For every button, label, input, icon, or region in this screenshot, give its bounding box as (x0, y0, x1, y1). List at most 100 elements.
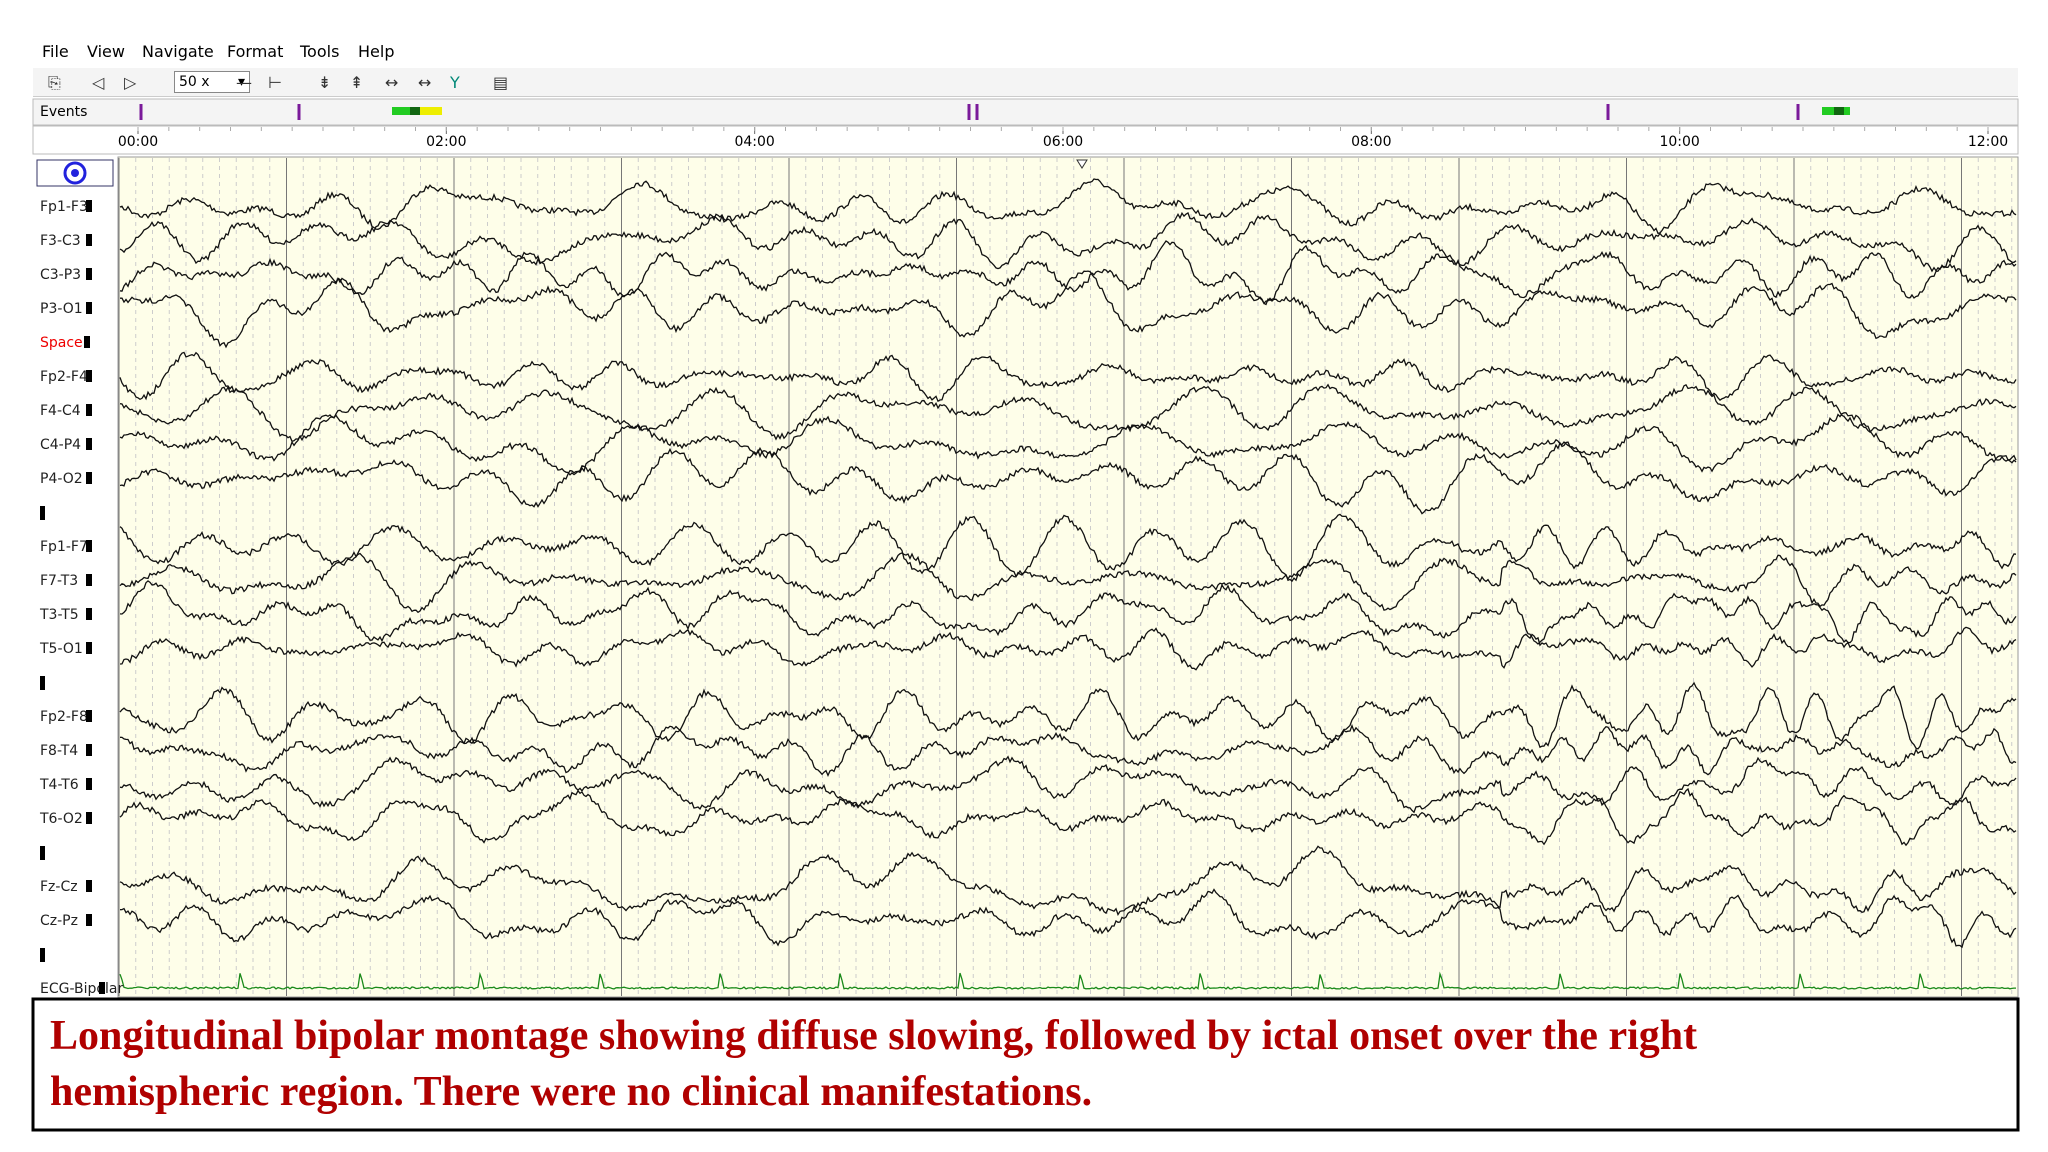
channel-label: F4-C4 (40, 403, 81, 419)
zoom-select[interactable]: 50 x ▾ (174, 71, 250, 93)
channel-marker (84, 336, 90, 348)
channel-marker (40, 676, 45, 690)
channel-marker (86, 642, 92, 654)
cursor-marker (1076, 159, 1088, 169)
eeg-trace (119, 551, 2017, 614)
toolbar-icon[interactable]: ◁ (91, 73, 105, 92)
channel-label: Fp2-F8 (40, 709, 88, 725)
toolbar-icon[interactable]: Y (449, 73, 460, 92)
caption-line: Longitudinal bipolar montage showing dif… (50, 1013, 1698, 1059)
channel-marker (86, 914, 92, 926)
events-row (32, 98, 2019, 126)
channel-marker (86, 370, 92, 382)
channel-label: F3-C3 (40, 233, 81, 249)
event-bar (420, 107, 442, 115)
eeg-trace (119, 211, 2017, 273)
channel-marker (86, 608, 92, 620)
channel-label: C3-P3 (40, 267, 81, 283)
eeg-trace (119, 383, 2017, 443)
menu-item[interactable]: Navigate (142, 42, 214, 61)
eeg-trace (119, 787, 2017, 847)
timeline-label: 04:00 (734, 134, 774, 150)
eeg-trace (119, 513, 2017, 583)
trace-area (117, 156, 2019, 998)
channel-marker (86, 710, 92, 722)
toolbar-icon[interactable]: ⊢ (268, 73, 282, 92)
toolbar-icon[interactable]: ↔ (418, 73, 431, 92)
channel-label: P4-O2 (40, 471, 83, 487)
caption-line: hemispheric region. There were no clinic… (50, 1069, 1093, 1115)
channel-label: Fz-Cz (40, 879, 78, 895)
timeline-label: 12:00 (1968, 134, 2008, 150)
channel-label: T5-O1 (39, 641, 83, 657)
montage-icon (63, 161, 87, 185)
channel-label: Fp1-F7 (40, 539, 88, 555)
events-label: Events (40, 104, 87, 120)
timeline-label: 08:00 (1351, 134, 1391, 150)
eeg-trace (119, 626, 2017, 671)
channel-marker (86, 268, 92, 280)
timeline-label: 06:00 (1043, 134, 1083, 150)
eeg-trace (119, 681, 2017, 750)
caption-box (31, 997, 2020, 1132)
timeline-label: 00:00 (118, 134, 158, 150)
channel-label: F8-T4 (40, 743, 78, 759)
zoom-value: 50 x (179, 74, 210, 90)
channel-label: C4-P4 (40, 437, 81, 453)
channel-label: ECG-Bipolar (40, 981, 123, 997)
channel-marker (40, 948, 45, 962)
toolbar-icon[interactable]: ↔ (385, 73, 398, 92)
channel-label: Cz-Pz (40, 913, 78, 929)
channel-marker (86, 744, 92, 756)
toolbar-icon[interactable]: ▷ (124, 73, 137, 92)
eeg-trace (119, 723, 2017, 778)
menu-item[interactable]: Tools (300, 42, 340, 61)
channel-marker (86, 778, 92, 790)
channel-marker (99, 982, 105, 994)
channel-label: P3-O1 (40, 301, 83, 317)
toolbar-icon[interactable]: ⇞ (350, 73, 363, 92)
channel-label: Fp1-F3 (40, 199, 88, 215)
eeg-trace (119, 178, 2017, 235)
timeline (32, 125, 2019, 155)
event-bar (410, 107, 420, 115)
eeg-trace (120, 270, 2017, 349)
eeg-trace (119, 240, 2017, 306)
toolbar: 50 x ▾ (33, 68, 2018, 97)
toolbar-icon[interactable]: ⎘ (48, 73, 61, 92)
eeg-trace (119, 580, 2017, 645)
eeg-trace (119, 441, 2017, 515)
eeg-trace (119, 351, 2017, 403)
channel-marker (86, 302, 92, 314)
channel-label: T6-O2 (39, 811, 83, 827)
eeg-trace (119, 755, 2017, 814)
channel-marker (86, 200, 92, 212)
eeg-trace (119, 412, 2017, 476)
menu-item[interactable]: Format (227, 42, 284, 61)
channel-label: Space (40, 335, 83, 351)
channel-marker (86, 540, 92, 552)
toolbar-icon[interactable]: ▤ (493, 73, 508, 92)
channel-marker (86, 812, 92, 824)
menu-item[interactable]: Help (358, 42, 395, 61)
channel-label: Fp2-F4 (40, 369, 88, 385)
menu-item[interactable]: View (87, 42, 125, 61)
toolbar-icon[interactable]: — (236, 73, 252, 92)
toolbar-icon[interactable]: ⇟ (318, 73, 331, 92)
event-bar (1834, 107, 1844, 115)
channel-marker (40, 506, 45, 520)
channel-marker (86, 438, 92, 450)
eeg-trace (119, 888, 2017, 949)
channel-marker (86, 574, 92, 586)
channel-marker (86, 880, 92, 892)
menu-item[interactable]: File (42, 42, 69, 61)
channel-marker (86, 472, 92, 484)
dropdown-arrow: ▾ (237, 74, 245, 90)
channel-label: T4-T6 (39, 777, 79, 793)
timeline-label: 02:00 (426, 134, 466, 150)
channel-label: F7-T3 (40, 573, 78, 589)
channel-marker (86, 404, 92, 416)
channel-label: T3-T5 (39, 607, 79, 623)
